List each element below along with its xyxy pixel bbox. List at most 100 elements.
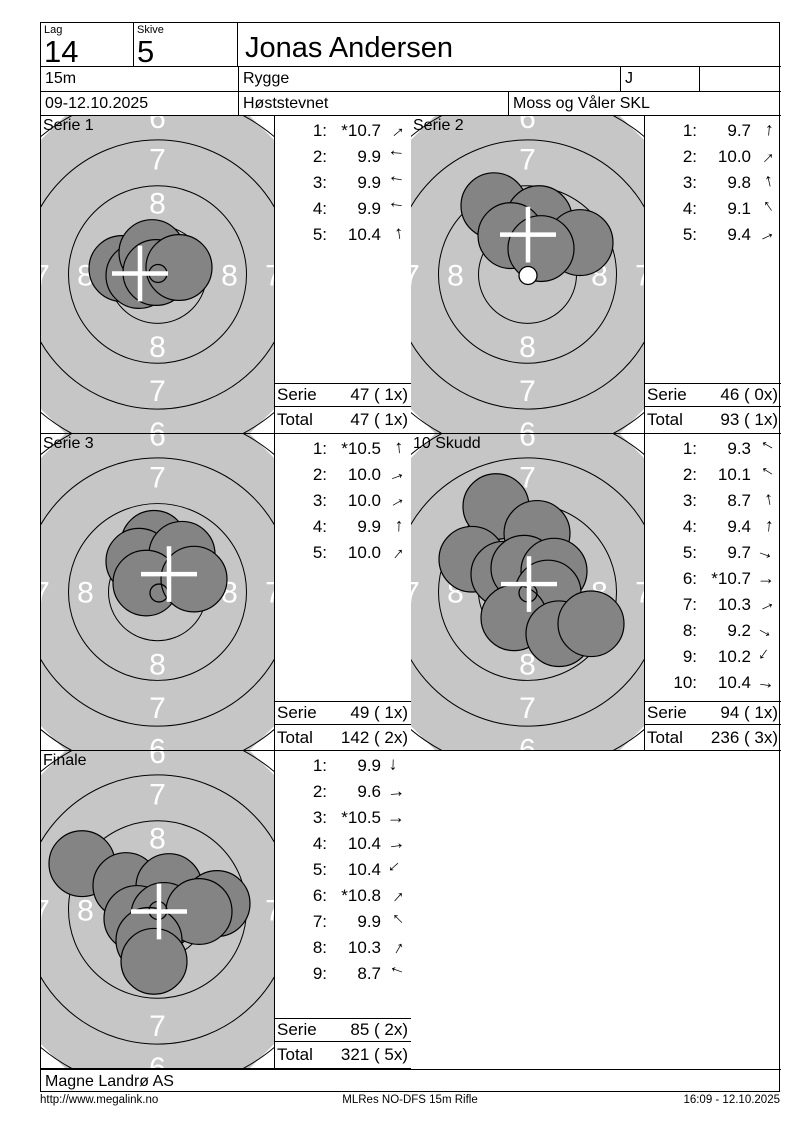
svg-text:6: 6 xyxy=(149,116,166,135)
svg-text:7: 7 xyxy=(265,894,274,927)
shot-direction: → xyxy=(381,462,411,487)
shot-value: 9.3 xyxy=(727,439,751,458)
shot-number: 2: xyxy=(682,147,697,166)
direction-arrow-icon: → xyxy=(385,170,407,194)
shot-direction: → xyxy=(751,569,781,589)
shot-direction: → xyxy=(381,780,411,802)
shot-direction: → xyxy=(751,670,781,694)
total-value: 142 ( 2x) xyxy=(340,727,408,747)
shot-number: 3: xyxy=(312,808,327,827)
shot-number: 1: xyxy=(312,756,327,775)
shot-number: 3: xyxy=(312,491,327,510)
target-card: 6788877876 Serie 1 xyxy=(41,116,275,433)
vendor-row: Magne Landrø AS xyxy=(41,1069,781,1093)
svg-text:7: 7 xyxy=(411,259,420,292)
shot-direction: → xyxy=(751,617,781,643)
shot-direction: → xyxy=(381,832,411,854)
club-cell: Rygge xyxy=(238,67,620,92)
shot-direction: → xyxy=(751,195,781,221)
svg-text:8: 8 xyxy=(519,331,536,364)
direction-arrow-icon: → xyxy=(382,907,410,935)
total-value: 93 ( 1x) xyxy=(720,410,778,429)
target-graphic: 6788877876 xyxy=(411,434,644,750)
shot-direction: → xyxy=(381,934,411,960)
skive-label: Skive xyxy=(137,24,164,36)
total-score-row: Total 93 ( 1x) xyxy=(645,406,781,433)
shot-direction: → xyxy=(381,224,411,245)
direction-arrow-icon: → xyxy=(382,116,410,144)
direction-arrow-icon: → xyxy=(753,221,779,247)
svg-text:7: 7 xyxy=(265,577,274,610)
serie-score-row: Serie 47 ( 1x) xyxy=(275,383,411,406)
shot-value: 9.4 xyxy=(727,517,751,536)
svg-text:8: 8 xyxy=(221,259,238,292)
shot-row: 5: 10.4 → xyxy=(275,222,411,248)
total-score-row: Total 236 ( 3x) xyxy=(645,724,781,750)
svg-text:6: 6 xyxy=(519,734,536,750)
shot-number: 4: xyxy=(312,517,327,536)
direction-arrow-icon: → xyxy=(753,434,779,462)
target-graphic: 6788877876 xyxy=(41,751,274,1068)
shot-row: 5: 9.7 → xyxy=(645,540,781,566)
svg-text:6: 6 xyxy=(149,417,166,433)
svg-text:6: 6 xyxy=(149,734,166,750)
total-label: Total xyxy=(647,727,683,747)
shot-direction: → xyxy=(381,197,411,219)
target-card: 6788877876 Serie 3 xyxy=(41,434,275,750)
direction-arrow-icon: → xyxy=(755,516,777,536)
direction-arrow-icon: → xyxy=(382,934,410,960)
direction-arrow-icon: → xyxy=(386,145,406,167)
shot-number: 9: xyxy=(682,647,697,666)
shot-value: 9.7 xyxy=(727,121,751,140)
shot-direction: → xyxy=(381,856,411,883)
serie-score-row: Serie 94 ( 1x) xyxy=(645,701,781,724)
shot-value: *10.5 xyxy=(341,439,381,458)
serie-value: 49 ( 1x) xyxy=(350,703,408,722)
shot-row: 1: 9.7 → xyxy=(645,118,781,144)
shot-row: 5: 10.0 → xyxy=(275,539,411,566)
shot-row: 3: 9.8 → xyxy=(645,170,781,196)
direction-arrow-icon: → xyxy=(385,755,407,775)
shot-value: 9.9 xyxy=(357,517,381,536)
shot-row: 3: 10.0 → xyxy=(275,487,411,514)
total-value: 47 ( 1x) xyxy=(350,410,408,429)
shot-value: 8.7 xyxy=(357,964,381,983)
total-score-row: Total 321 ( 5x) xyxy=(275,1041,411,1068)
shot-value: 8.7 xyxy=(727,491,751,510)
event-cell: Høststevnet xyxy=(238,92,508,116)
shot-direction: → xyxy=(381,882,411,909)
shot-number: 3: xyxy=(682,173,697,192)
svg-text:7: 7 xyxy=(149,462,166,495)
shot-row: 2: 9.6 → xyxy=(275,779,411,805)
series-panel: 6788877876 Finale 1:9.9→2:9.6→3:*10.5→4:… xyxy=(41,751,411,1069)
shot-row: 4: 10.4 → xyxy=(275,831,411,857)
shot-row: 3: 9.9 → xyxy=(275,170,411,196)
shot-value: 9.6 xyxy=(357,782,381,801)
svg-text:7: 7 xyxy=(635,259,644,292)
svg-text:6: 6 xyxy=(149,751,166,770)
serie-value: 94 ( 1x) xyxy=(720,703,778,722)
shot-direction: → xyxy=(381,756,411,776)
shot-value: 10.3 xyxy=(347,938,381,957)
shot-list: 1: *10.5 → 2: 10.0 → 3: 10.0 → 4: 9.9 → 5: 10.0 → Seri… xyxy=(275,434,411,750)
organizer-cell: Moss og Våler SKL xyxy=(508,92,781,116)
empty-cell xyxy=(699,67,781,92)
shot-direction: → xyxy=(751,540,781,565)
shot-row: 1: 9.3 → xyxy=(645,434,781,462)
svg-text:7: 7 xyxy=(149,375,166,408)
shot-direction: → xyxy=(381,487,411,513)
svg-text:8: 8 xyxy=(149,648,166,681)
shot-row: 8: 10.3 → xyxy=(275,934,411,961)
shot-row: 1: *10.5 → xyxy=(275,436,411,462)
shot-list: 1: 9.3 → 2: 10.1 → 3: 8.7 → 4: 9.4 → 5: 9.7 → 6: *10.7 → 7… xyxy=(645,434,781,750)
footer-url: http://www.megalink.no xyxy=(40,1094,159,1106)
svg-text:7: 7 xyxy=(519,462,536,495)
target-card: 6788877876 10 Skudd xyxy=(411,434,645,750)
shot-direction: → xyxy=(381,517,411,537)
series-label: Serie 1 xyxy=(43,117,94,134)
shot-number: 4: xyxy=(312,834,327,853)
shot-direction: → xyxy=(751,434,781,462)
direction-arrow-icon: → xyxy=(755,670,777,694)
shot-rows: 1: *10.5 → 2: 10.0 → 3: 10.0 → 4: 9.9 → 5: 10.0 → xyxy=(275,436,411,566)
direction-arrow-icon: → xyxy=(753,460,779,488)
